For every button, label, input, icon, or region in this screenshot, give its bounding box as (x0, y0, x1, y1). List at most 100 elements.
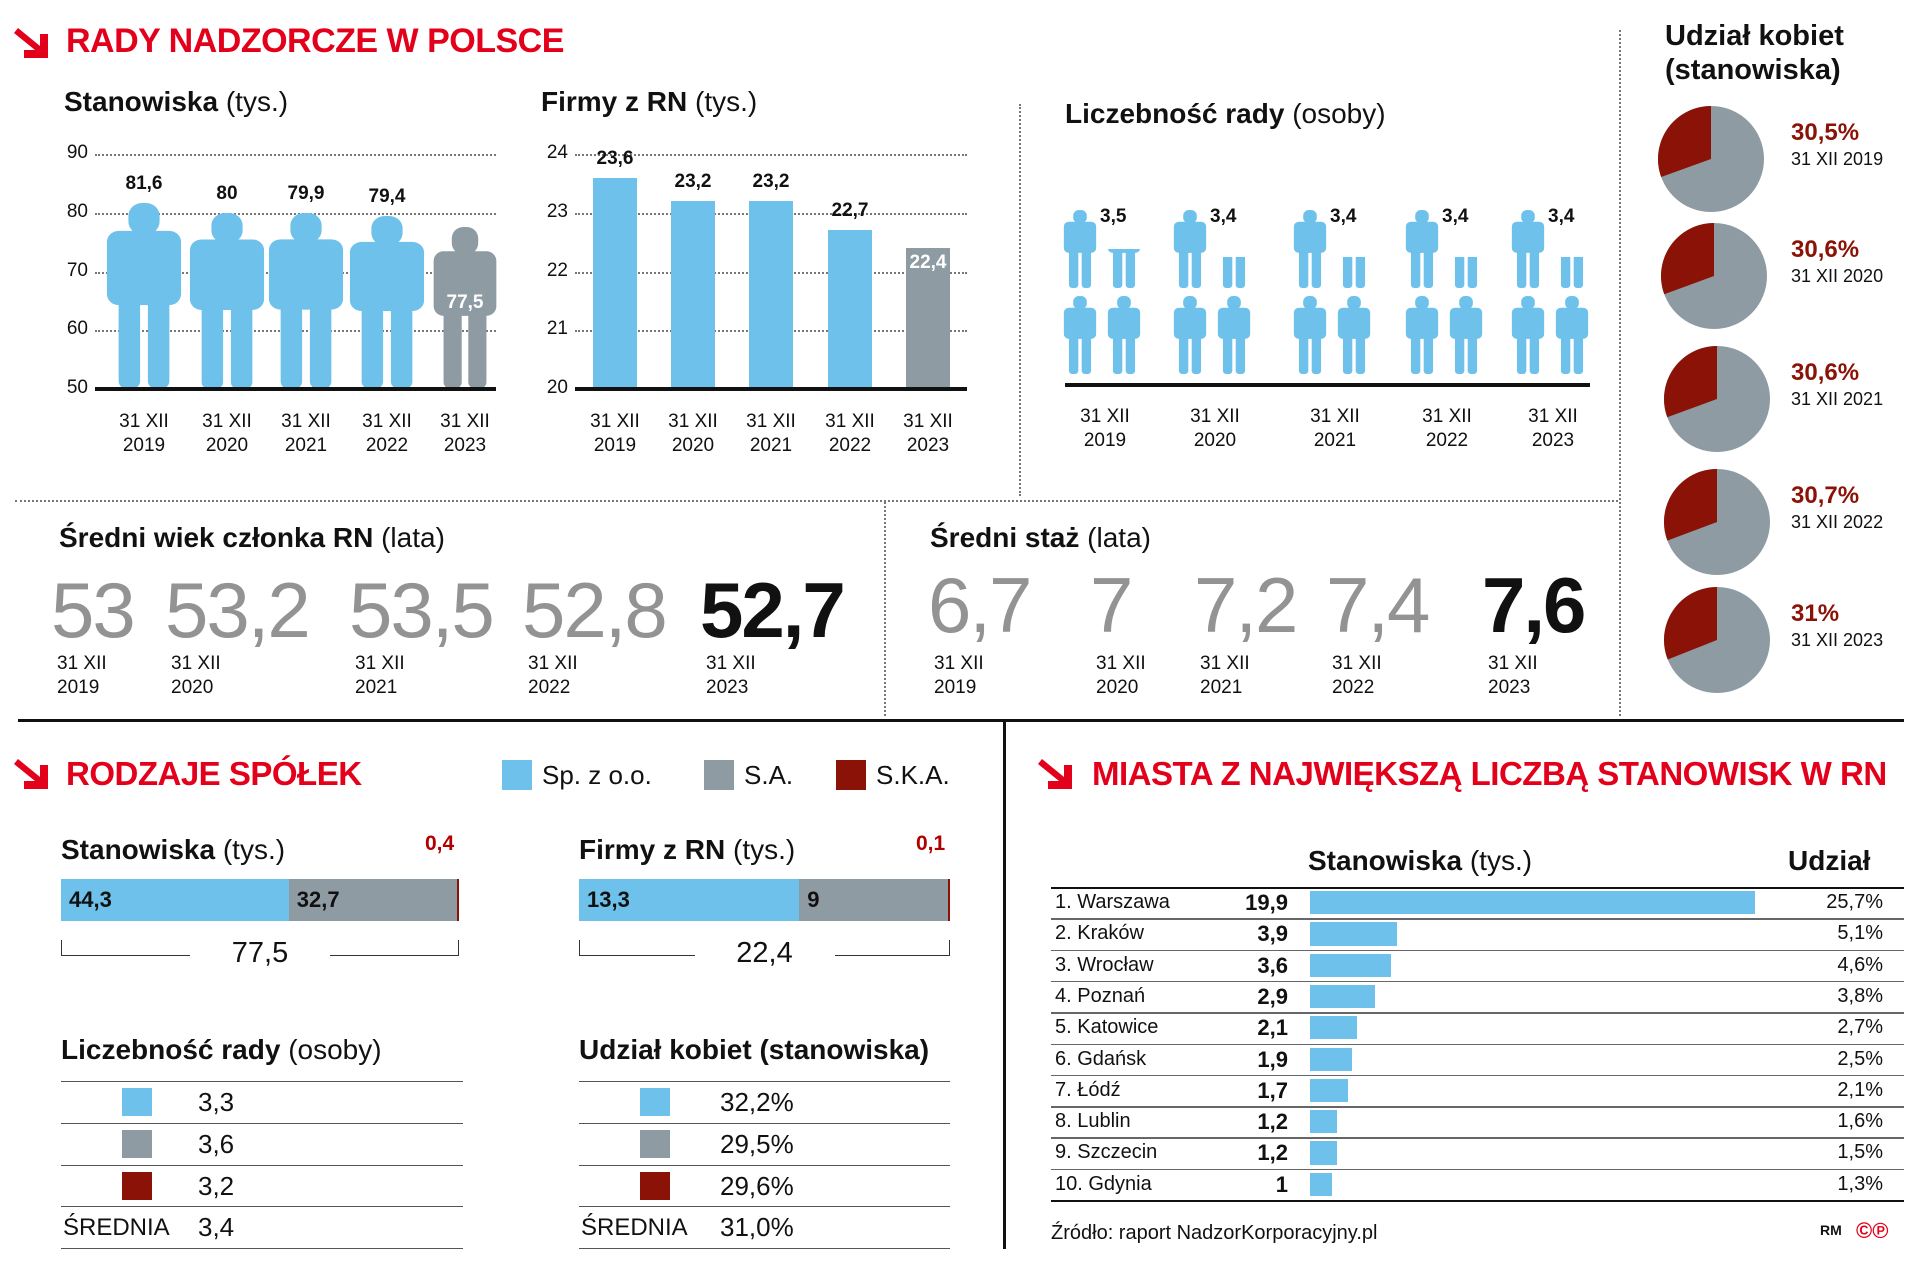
city-value: 1,2 (1257, 1140, 1288, 1166)
legend-swatch (836, 760, 866, 790)
partial-person (1555, 256, 1589, 288)
value-label: 77,5 (446, 292, 484, 314)
credit: RM (1820, 1222, 1842, 1238)
date-year: 2021 (355, 677, 398, 698)
type-value: 32,2% (720, 1087, 794, 1117)
legend-swatch (704, 760, 734, 790)
divider (1619, 30, 1621, 716)
board-date-label: 31 XII 2020 (1175, 405, 1255, 453)
city-value: 1,2 (1257, 1109, 1288, 1135)
date-year: 2021 (749, 435, 793, 456)
date-year: 2021 (1313, 430, 1357, 451)
row-line (579, 1206, 950, 1207)
bar (828, 230, 872, 389)
y-tick-label: 90 (66, 142, 88, 163)
bar (593, 177, 637, 389)
person-icon (1342, 256, 1366, 288)
positions-date-label: 31 XII 2022 (347, 410, 427, 458)
person-icon (1560, 256, 1584, 288)
positions-date-label: 31 XII 2020 (187, 410, 267, 458)
value-label: 22,4 (909, 252, 947, 273)
bar (906, 248, 950, 389)
city-value: 2,1 (1257, 1015, 1288, 1041)
person-icon (1293, 210, 1327, 288)
value-label: 3,4 (1330, 206, 1357, 227)
person-icon (1293, 296, 1327, 374)
city-name: 2. Kraków (1055, 922, 1144, 945)
type-value: 3,6 (198, 1129, 235, 1159)
date-day: 31 XII (1096, 653, 1146, 674)
row-line (579, 1248, 950, 1249)
date-day: 31 XII (1488, 653, 1538, 674)
pie-percent: 30,5% (1791, 119, 1860, 146)
date-day: 31 XII (171, 653, 221, 674)
tenure-value: 6,7 (928, 561, 1032, 649)
date-day: 31 XII (934, 653, 984, 674)
bar (671, 201, 715, 389)
person-bar (268, 213, 344, 389)
pie-slice-women (1658, 106, 1711, 177)
date-day: 31 XII (57, 653, 107, 674)
pie-percent: 31% (1791, 600, 1840, 627)
row-line (579, 1123, 950, 1124)
board-date-label: 31 XII 2022 (1407, 405, 1487, 453)
value-label: 3,5 (1100, 206, 1127, 227)
stacked-segment (288, 879, 457, 921)
person-icon (1337, 296, 1371, 374)
avg-age-date: 31 XII 2021 (355, 652, 405, 700)
city-bar (1310, 1047, 1353, 1071)
y-tick-label: 70 (66, 259, 88, 281)
person-bar (106, 203, 182, 389)
average-label: ŚREDNIA (581, 1214, 688, 1241)
city-share: 2,5% (1837, 1047, 1883, 1070)
row-line (579, 1081, 950, 1082)
stacked-segment (456, 879, 459, 921)
pie-chart (1664, 346, 1770, 452)
baseline (575, 387, 967, 391)
stacked-segment (799, 879, 949, 921)
row-line (1051, 1043, 1904, 1045)
person-icon (1217, 296, 1251, 374)
date-day: 31 XII (119, 411, 169, 432)
city-bar (1310, 953, 1391, 977)
company-types-title: RODZAJE SPÓŁEK (66, 755, 362, 792)
firms-date-label: 31 XII 2021 (731, 410, 811, 458)
positions-date-label: 31 XII 2021 (266, 410, 346, 458)
date-year: 2019 (593, 435, 637, 456)
city-name: 8. Lublin (1055, 1110, 1131, 1133)
date-day: 31 XII (825, 411, 875, 432)
avg-age-value: 52,8 (522, 566, 668, 654)
city-share: 1,5% (1837, 1141, 1883, 1164)
section-title-text: Firmy z RN (579, 834, 726, 865)
stacked-segment (948, 879, 951, 921)
legend-swatch (502, 760, 532, 790)
row-line (61, 1248, 463, 1249)
city-bar (1310, 984, 1375, 1009)
value-label: 3,4 (1210, 206, 1237, 227)
partial-person (1449, 256, 1483, 288)
date-day: 31 XII (1080, 406, 1130, 427)
city-row: 9. Szczecin 1,2 1,5% (1051, 1137, 1904, 1168)
person-icon (1173, 210, 1207, 288)
person-icon (1405, 210, 1439, 288)
person-icon (1511, 210, 1545, 288)
city-value: 1,7 (1257, 1077, 1288, 1103)
person-icon (1454, 256, 1478, 288)
segment-label: 0,4 (425, 832, 455, 855)
baseline (95, 387, 496, 391)
stacked-title-7: Firmy z RN (tys.) (579, 834, 795, 866)
row-line (61, 1081, 463, 1082)
total-label: 77,5 (190, 937, 330, 970)
person-group (1405, 210, 1489, 376)
legend-swatch (640, 1088, 670, 1116)
date-day: 31 XII (1422, 406, 1472, 427)
row-line (1051, 949, 1904, 952)
section-title-unit: (osoby) (1292, 98, 1386, 129)
date-day: 31 XII (1332, 653, 1382, 674)
legend-label: Sp. z o.o. (542, 760, 652, 790)
date-year: 2022 (365, 435, 409, 456)
city-row: 5. Katowice 2,1 2,7% (1051, 1012, 1904, 1043)
date-day: 31 XII (281, 411, 331, 432)
y-tick-label: 21 (546, 318, 568, 340)
value-label: 79,9 (287, 183, 325, 205)
